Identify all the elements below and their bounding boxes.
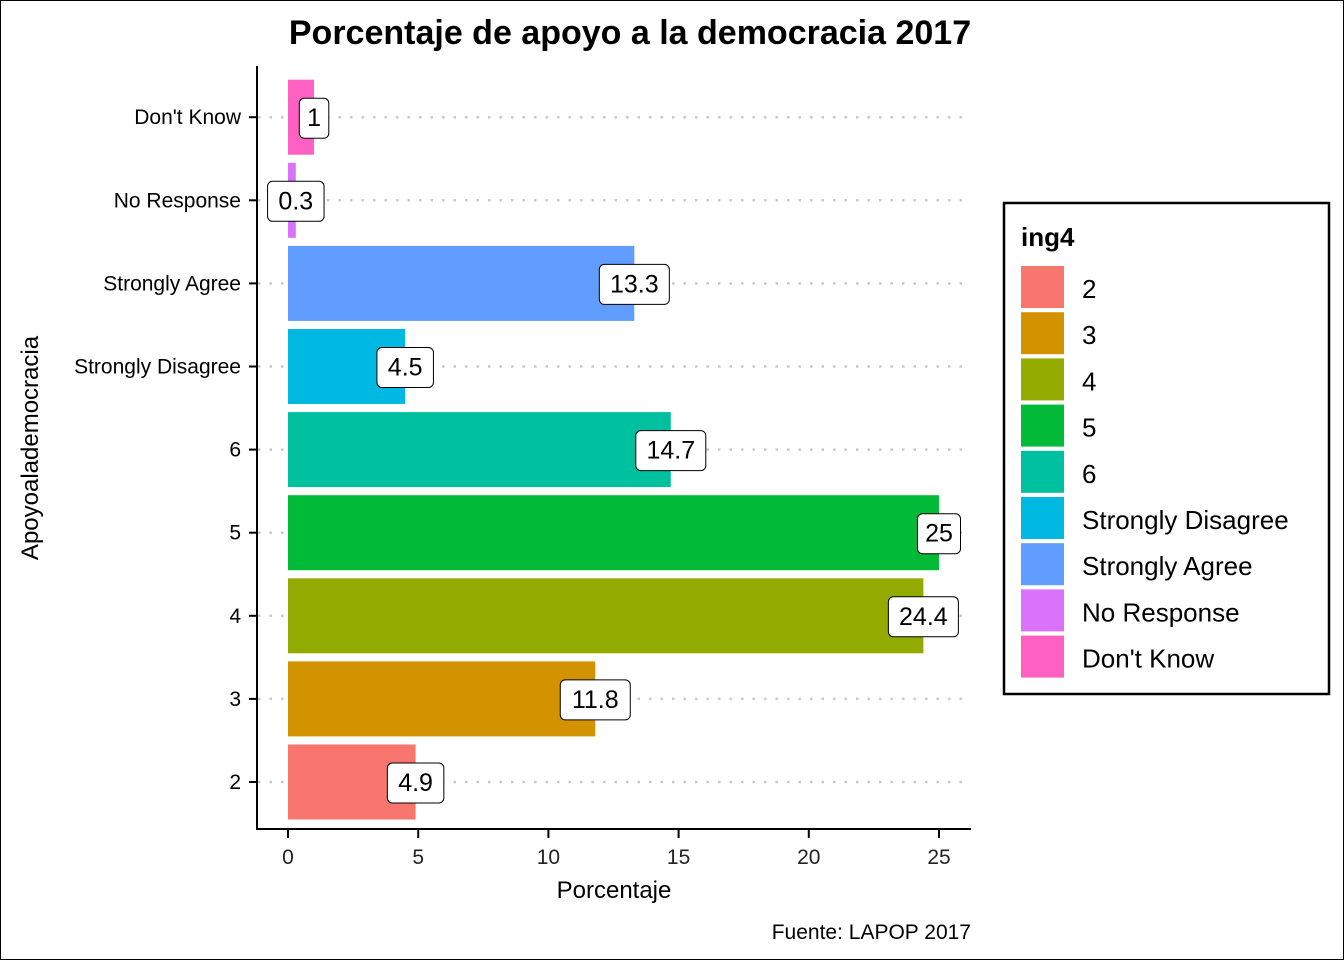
legend-swatch	[1021, 450, 1064, 493]
bar-label-box	[298, 97, 330, 139]
legend-entry-label: 6	[1082, 459, 1096, 489]
legend-swatch	[1021, 312, 1064, 355]
bar-label-box	[376, 347, 434, 388]
bar-value-label: 4.5	[388, 354, 423, 382]
x-tick-label: 15	[667, 846, 690, 869]
x-axis-title: Porcentaje	[557, 877, 672, 904]
y-tick-label: Strongly Agree	[103, 272, 241, 295]
x-axis-ticks: 0 5 10 15 20 25	[282, 829, 951, 869]
legend-swatch	[1021, 266, 1064, 308]
y-tick-label: Don't Know	[134, 106, 242, 129]
bar-6	[288, 412, 671, 488]
y-tick-label: 3	[229, 688, 241, 711]
bar-3	[288, 661, 596, 737]
legend-swatch	[1021, 589, 1064, 632]
bar-label-box	[386, 762, 445, 804]
legend-entry-label: 2	[1082, 274, 1096, 304]
y-tick-label: 6	[229, 439, 241, 462]
legend-entry-label: 5	[1082, 413, 1096, 443]
bar-label-box	[917, 513, 961, 555]
legend-swatch	[1021, 543, 1064, 586]
y-tick-label: 2	[229, 771, 241, 794]
x-tick-label: 0	[282, 846, 294, 869]
x-tick-label: 5	[412, 846, 424, 869]
bar-5	[288, 495, 939, 571]
legend-swatch	[1021, 635, 1064, 678]
legend-entry-label: 3	[1082, 320, 1096, 350]
legend-swatch	[1021, 497, 1064, 539]
bar-strongly-agree	[288, 245, 635, 321]
legend-swatch	[1021, 358, 1064, 401]
bar-label-box	[267, 180, 325, 222]
bar-value-label: 11.8	[572, 686, 619, 714]
legend-entry-label: Don't Know	[1082, 644, 1214, 674]
y-tick-label: Strongly Disagree	[74, 356, 241, 379]
legend-entry-label: Strongly Disagree	[1082, 505, 1289, 535]
bar-label-box	[887, 596, 959, 638]
legend-entry-label: Strongly Agree	[1082, 551, 1253, 581]
y-tick-label: 4	[229, 605, 241, 628]
legend: ing4 2 3 4 5 6 Strongly Disagree Strongly Agre…	[1002, 201, 1331, 696]
y-axis-title: Apoyoalademocracia	[17, 335, 44, 560]
bar-label-box	[559, 679, 631, 721]
legend-swatch	[1021, 404, 1064, 447]
legend-entry-label: 4	[1082, 366, 1096, 396]
bars	[288, 79, 939, 820]
bar-value-label: 13.3	[610, 270, 659, 298]
bar-label-box	[598, 263, 670, 305]
y-tick-label: 5	[229, 522, 241, 545]
bar-value-label: 25	[925, 520, 953, 548]
bar-4	[288, 578, 924, 654]
legend-title: ing4	[1021, 222, 1075, 252]
bar-value-label: 24.4	[899, 603, 948, 631]
y-tick-label: No Response	[114, 189, 241, 212]
x-tick-label: 20	[797, 846, 820, 869]
bar-value-label: 14.7	[646, 437, 695, 465]
bar-value-label: 4.9	[398, 769, 433, 797]
x-tick-label: 25	[927, 846, 950, 869]
bar-label-box	[635, 430, 707, 472]
y-axis-ticks: 2 3 4 5 6 Strongly Disagree Strongly Agree No R…	[74, 106, 257, 794]
bar-value-label: 0.3	[278, 187, 313, 215]
x-tick-label: 10	[537, 846, 560, 869]
bar-value-label: 1	[307, 104, 321, 132]
caption: Fuente: LAPOP 2017	[772, 921, 971, 944]
chart-title: Porcentaje de apoyo a la democracia 2017	[289, 14, 971, 52]
legend-entry-label: No Response	[1082, 597, 1240, 627]
bar-labels: 4.9 11.8 24.4 25 14.7 4.5 13.3 0.3 1	[267, 97, 961, 804]
